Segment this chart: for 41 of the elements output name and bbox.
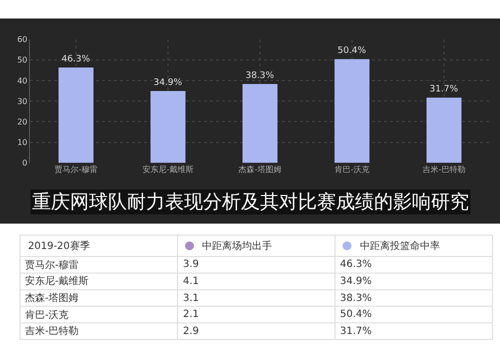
y-tick-label: 0	[22, 158, 28, 168]
category-label: 吉米-巴特勒	[25, 325, 79, 337]
data-label: 50.4%	[340, 309, 372, 320]
data-label: 38.3%	[340, 293, 372, 304]
legend-title: 2019-20赛季	[28, 240, 90, 252]
data-label: 2.9	[183, 326, 199, 337]
bar	[150, 90, 186, 163]
data-label: 31.7%	[340, 326, 372, 337]
x-tick-label: 安东尼-戴维斯	[142, 164, 194, 174]
text: 重庆网球队耐力表现分析及其对比赛成绩的影响研究	[32, 191, 469, 213]
category-label: 肯巴-沃克	[25, 309, 69, 321]
legend-label: 中距离投篮命中率	[360, 240, 440, 252]
bar	[426, 98, 462, 163]
y-tick-label: 10	[17, 138, 28, 148]
y-tick-label: 40	[17, 76, 28, 86]
x-tick-label: 贾马尔-穆雷	[54, 164, 98, 174]
data-label: 31.7%	[429, 84, 459, 95]
data-label: 3.1	[183, 293, 199, 304]
category-label: 杰森-塔图姆	[25, 292, 79, 304]
y-tick-label: 60	[17, 35, 28, 44]
bar	[334, 59, 370, 163]
bar	[58, 68, 94, 163]
y-tick-label: 50	[17, 56, 28, 65]
x-tick-label: 吉米-巴特勒	[422, 164, 466, 174]
bar	[242, 84, 278, 163]
data-label: 3.9	[183, 259, 199, 270]
x-tick-label: 肯巴-沃克	[334, 164, 370, 174]
category-label: 贾马尔-穆雷	[25, 259, 79, 271]
data-label: 34.9%	[340, 276, 372, 287]
data-label: 4.1	[183, 276, 199, 287]
data-label: 46.3%	[340, 259, 372, 270]
data-label: 34.9%	[153, 78, 183, 88]
data-label: 38.3%	[245, 70, 275, 81]
y-tick-label: 20	[17, 117, 28, 126]
x-tick-label: 杰森-塔图姆	[238, 164, 282, 174]
legend-label: 中距离场均出手	[202, 240, 272, 252]
data-label: 46.3%	[61, 54, 91, 65]
data-label: 2.1	[183, 309, 199, 320]
data-label: 50.4%	[337, 46, 367, 56]
category-label: 安东尼-戴维斯	[25, 275, 89, 287]
y-tick-label: 30	[17, 96, 28, 106]
